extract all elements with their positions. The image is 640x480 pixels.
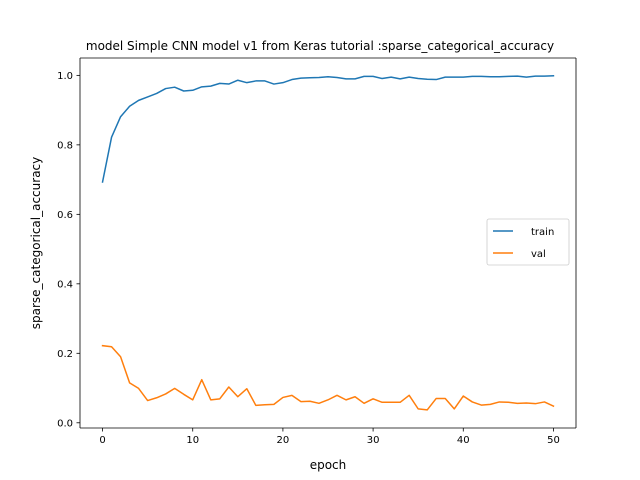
- x-tick-label: 0: [99, 435, 105, 446]
- x-tick-label: 30: [367, 435, 380, 446]
- y-tick-label: 1.0: [57, 71, 73, 82]
- x-tick-label: 40: [457, 435, 470, 446]
- series-layer: [101, 74, 555, 411]
- legend-label-val: val: [531, 249, 546, 260]
- x-axis-label: epoch: [310, 458, 347, 472]
- y-tick-label: 0.0: [57, 418, 73, 429]
- series-line-train: [101, 74, 555, 183]
- y-tick-label: 0.8: [57, 140, 73, 151]
- chart-title: model Simple CNN model v1 from Keras tut…: [86, 39, 554, 53]
- x-tick-label: 20: [277, 435, 290, 446]
- y-tick-label: 0.6: [57, 210, 73, 221]
- legend-frame: [486, 218, 570, 266]
- y-axis-label: sparse_categorical_accuracy: [29, 157, 43, 329]
- x-tick-label: 50: [547, 435, 560, 446]
- legend: train val: [486, 218, 570, 266]
- ticks-layer: 0 10 20 30 40 50 0.0 0.2 0.4 0.6 0.8 1.0: [57, 71, 560, 446]
- axes-layer: [79, 57, 577, 429]
- series-line-val: [101, 344, 555, 411]
- y-tick-label: 0.4: [57, 279, 73, 290]
- legend-label-train: train: [531, 227, 554, 238]
- y-tick-label: 0.2: [57, 349, 73, 360]
- x-tick-label: 10: [186, 435, 199, 446]
